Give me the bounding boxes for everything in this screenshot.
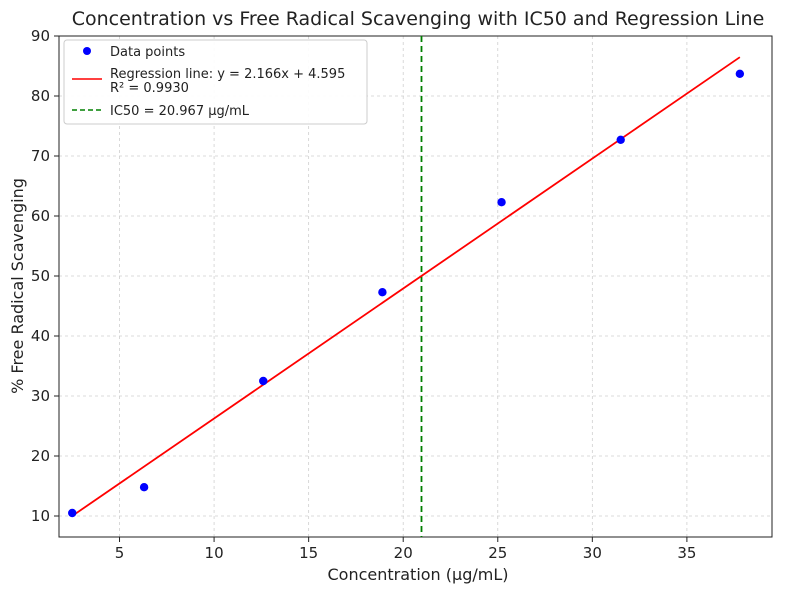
y-tick-label: 60 [31, 207, 50, 225]
legend-label-data-points: Data points [110, 45, 185, 60]
y-tick-label: 50 [31, 267, 50, 285]
x-tick-label: 10 [205, 544, 224, 562]
x-tick-label: 30 [583, 544, 602, 562]
legend: Data points Regression line: y = 2.166x … [63, 39, 368, 125]
data-point [68, 508, 77, 518]
legend-marker-data-points [83, 47, 91, 55]
legend-box [63, 39, 368, 125]
y-tick-label: 10 [31, 507, 50, 525]
data-point [616, 135, 625, 144]
y-tick-label: 30 [31, 387, 50, 405]
chart-title: Concentration vs Free Radical Scavenging… [72, 8, 765, 30]
y-tick-label: 90 [31, 27, 50, 45]
y-tick-label: 20 [31, 447, 50, 465]
y-axis-title: % Free Radical Scavenging [8, 178, 27, 394]
chart-marks [68, 36, 745, 537]
data-point [139, 483, 149, 492]
data-point [735, 69, 745, 79]
legend-label-r-squared: R² = 0.9930 [110, 81, 189, 96]
y-tick-label: 40 [31, 327, 50, 345]
data-point [259, 376, 268, 386]
regression-line [71, 56, 741, 517]
legend-label-ic50: IC50 = 20.967 µg/mL [110, 104, 250, 119]
x-tick-label: 5 [115, 544, 125, 562]
y-tick-label: 80 [31, 87, 50, 105]
x-tick-label: 15 [299, 544, 318, 562]
y-tick-label: 70 [31, 147, 50, 165]
data-point [378, 288, 387, 297]
x-tick-label: 35 [677, 544, 696, 562]
plot-frame [58, 35, 773, 538]
axis-ticks: 5 10 15 20 25 30 35 10 20 30 40 50 60 70 80 90 [31, 27, 697, 562]
legend-label-regression-line: Regression line: y = 2.166x + 4.595 [110, 67, 345, 82]
x-axis-title: Concentration (µg/mL) [328, 565, 509, 584]
x-tick-label: 20 [394, 544, 413, 562]
x-tick-label: 25 [488, 544, 507, 562]
data-point [497, 198, 506, 207]
